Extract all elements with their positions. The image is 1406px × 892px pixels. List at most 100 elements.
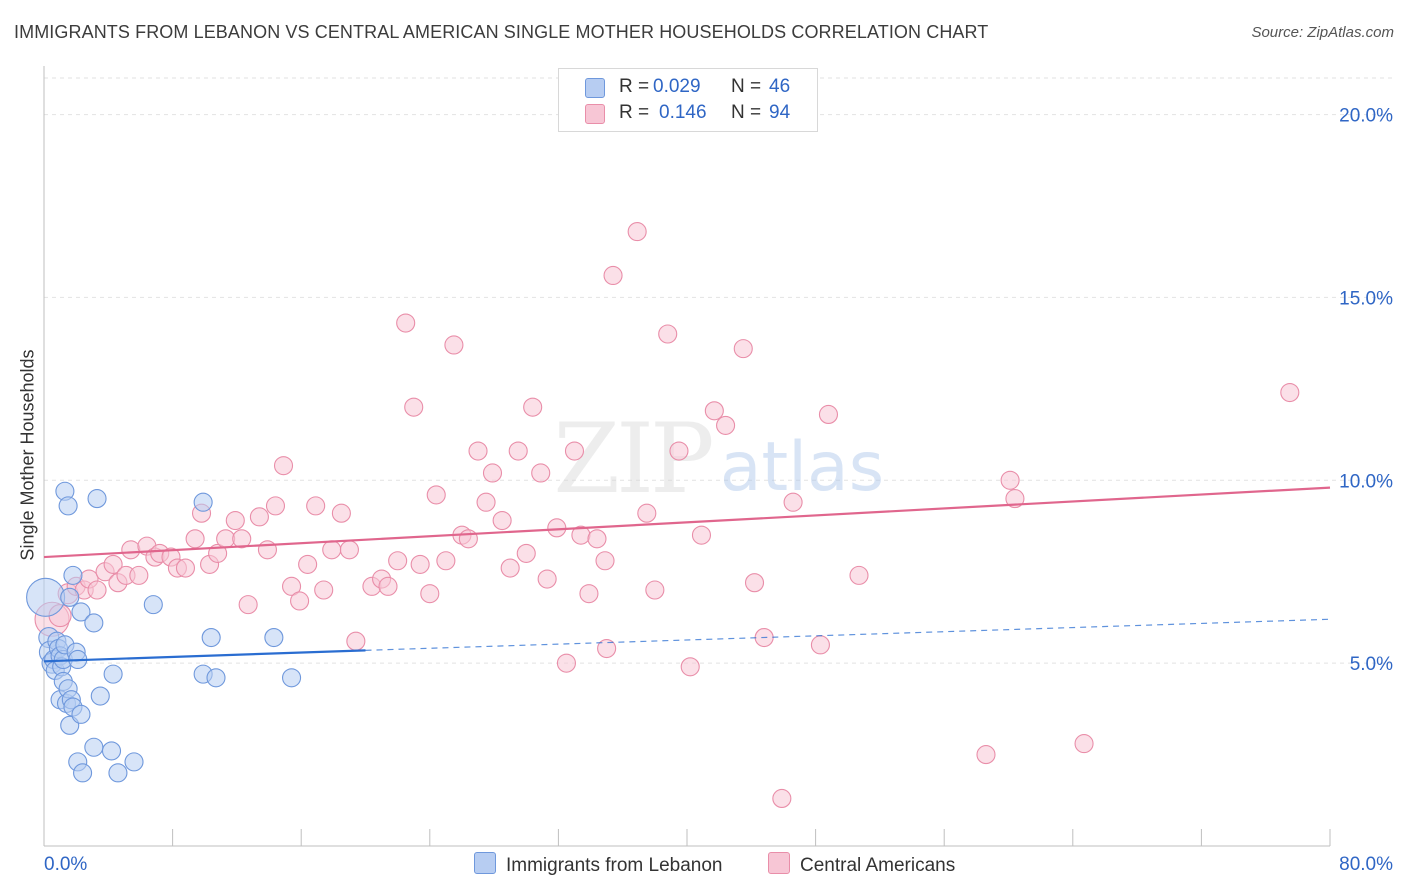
- data-point: [523, 397, 543, 417]
- data-point: [537, 569, 557, 589]
- data-point: [201, 627, 221, 648]
- data-point: [976, 745, 996, 765]
- data-point: [71, 602, 91, 622]
- data-point: [129, 565, 149, 585]
- tick-labels: 5.0% 10.0% 15.0% 20.0% 0.0% 80.0%: [44, 106, 1393, 875]
- data-point: [124, 752, 144, 772]
- grid-lines: [44, 77, 1392, 664]
- data-point: [733, 339, 753, 359]
- data-point: [482, 463, 503, 483]
- trend-line-central-americans: [43, 486, 1331, 559]
- data-point: [627, 222, 647, 242]
- trend-line-lebanon: [43, 649, 366, 663]
- y-tick-label: 5.0%: [1350, 654, 1393, 675]
- data-point: [90, 686, 110, 706]
- trend-lines: [43, 486, 1331, 663]
- chart-title: IMMIGRANTS FROM LEBANON VS CENTRAL AMERI…: [14, 22, 989, 42]
- legend-label: Immigrants from Lebanon: [506, 855, 723, 876]
- data-point: [249, 507, 269, 527]
- legend-r-value: 0.029: [653, 76, 701, 97]
- data-point: [1280, 382, 1300, 403]
- data-point: [185, 529, 205, 549]
- legend-r-value: 0.146: [659, 102, 707, 123]
- data-point: [282, 668, 302, 688]
- data-point: [772, 788, 792, 809]
- legend-item-central-americans: Central Americans: [768, 852, 955, 877]
- legend-r-label: R =: [619, 102, 650, 123]
- data-point: [84, 737, 104, 757]
- data-point: [579, 584, 599, 604]
- data-point: [849, 565, 869, 585]
- data-point: [298, 554, 318, 574]
- watermark-zip: ZIP: [553, 403, 712, 515]
- data-point: [603, 265, 623, 286]
- data-point: [818, 404, 839, 425]
- data-point: [193, 492, 213, 512]
- data-point: [71, 704, 91, 724]
- data-point: [597, 638, 617, 659]
- data-point: [716, 415, 736, 435]
- axes: [43, 66, 1331, 847]
- data-point: [73, 763, 93, 783]
- y-axis-label: Single Mother Households: [17, 349, 38, 561]
- y-tick-label: 20.0%: [1339, 106, 1393, 127]
- data-point: [216, 529, 236, 549]
- data-point: [103, 664, 123, 684]
- data-point: [396, 313, 416, 333]
- data-point: [1074, 734, 1094, 754]
- data-point: [595, 551, 615, 571]
- data-point: [206, 668, 226, 688]
- data-point: [87, 580, 107, 600]
- data-point: [314, 580, 334, 600]
- data-point: [331, 503, 351, 523]
- data-point: [378, 576, 398, 596]
- data-point: [265, 496, 286, 516]
- data-point: [564, 441, 585, 461]
- data-point: [691, 525, 712, 545]
- data-point: [339, 540, 359, 560]
- watermark: ZIP atlas: [553, 403, 884, 515]
- data-point: [346, 631, 366, 651]
- x-tick-label: 0.0%: [44, 854, 87, 875]
- data-point: [645, 580, 665, 600]
- data-point: [108, 763, 128, 783]
- data-point: [810, 635, 830, 655]
- data-point: [175, 558, 196, 578]
- legend-swatch-blue: [585, 78, 605, 98]
- data-point: [282, 576, 302, 596]
- legend-n-value: 94: [769, 102, 791, 123]
- data-point: [84, 613, 104, 633]
- data-point: [783, 492, 803, 512]
- data-point: [476, 492, 496, 512]
- y-tick-label: 10.0%: [1339, 471, 1393, 492]
- data-point: [101, 741, 122, 761]
- data-point: [658, 324, 678, 344]
- legend-swatch-pink: [585, 104, 605, 124]
- data-point: [26, 577, 66, 617]
- data-point: [531, 463, 551, 483]
- data-point: [322, 540, 342, 560]
- data-point: [587, 529, 607, 549]
- legend-item-lebanon: Immigrants from Lebanon: [474, 852, 723, 877]
- data-point: [556, 653, 576, 673]
- watermark-atlas: atlas: [720, 428, 884, 507]
- y-tick-label: 15.0%: [1339, 288, 1393, 309]
- data-point: [744, 573, 765, 593]
- data-point: [273, 456, 294, 476]
- series-central-americans: [34, 222, 1300, 809]
- correlation-legend: R = 0.029 N = 46 R = 0.146 N = 94: [558, 68, 818, 132]
- legend-label: Central Americans: [800, 855, 956, 876]
- data-point: [1005, 489, 1025, 509]
- data-point: [436, 551, 456, 571]
- legend-r-label: R =: [619, 76, 650, 97]
- legend-n-value: 46: [769, 76, 791, 97]
- data-point: [637, 503, 657, 523]
- data-point: [458, 529, 478, 549]
- data-point: [264, 627, 284, 648]
- legend-swatch-pink: [768, 852, 790, 874]
- trend-line-lebanon-extension: [365, 618, 1331, 651]
- data-point: [468, 441, 488, 461]
- data-point: [257, 540, 277, 560]
- data-point: [410, 554, 430, 574]
